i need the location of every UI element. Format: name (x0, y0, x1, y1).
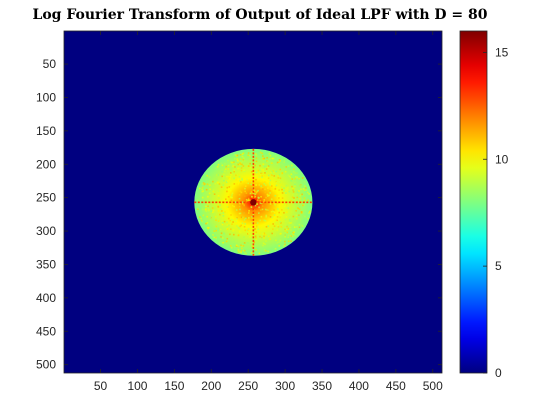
x-tick-label: 250 (238, 379, 258, 393)
colorbar-tick-label: 5 (495, 259, 502, 273)
colorbar-tick-label: 15 (495, 45, 509, 59)
y-tick-label: 450 (36, 324, 56, 338)
passband-texture (196, 151, 311, 256)
chart-title: Log Fourier Transform of Output of Ideal… (32, 7, 488, 23)
y-tick-label: 300 (36, 224, 56, 238)
x-tick-label: 50 (94, 379, 108, 393)
x-tick-label: 400 (349, 379, 369, 393)
x-tick-label: 350 (312, 379, 332, 393)
y-tick-label: 200 (36, 157, 56, 171)
plot-frame (63, 30, 443, 374)
colorbar: 0 5 10 15 (459, 30, 509, 380)
y-tick-label: 350 (36, 257, 56, 271)
spectrum-peak (250, 199, 257, 206)
y-tick-label: 100 (36, 90, 56, 104)
heatmap-plot-area (64, 31, 442, 373)
y-tick-label: 400 (36, 291, 56, 305)
colorbar-tick-label: 10 (495, 152, 509, 166)
y-tick-label: 500 (36, 358, 56, 372)
x-axis: 50 100 150 200 250 300 350 400 450 500 (94, 31, 443, 393)
y-axis: 50 100 150 200 250 300 350 400 450 500 (36, 57, 442, 372)
colorbar-tick-label: 0 (495, 366, 502, 380)
x-tick-label: 200 (201, 379, 221, 393)
colorbar-gradient (459, 30, 488, 374)
x-tick-label: 450 (386, 379, 406, 393)
x-tick-label: 150 (164, 379, 184, 393)
y-tick-label: 50 (43, 57, 57, 71)
x-tick-label: 100 (127, 379, 147, 393)
y-tick-label: 150 (36, 124, 56, 138)
x-tick-label: 500 (423, 379, 443, 393)
x-tick-label: 300 (275, 379, 295, 393)
y-tick-label: 250 (36, 191, 56, 205)
